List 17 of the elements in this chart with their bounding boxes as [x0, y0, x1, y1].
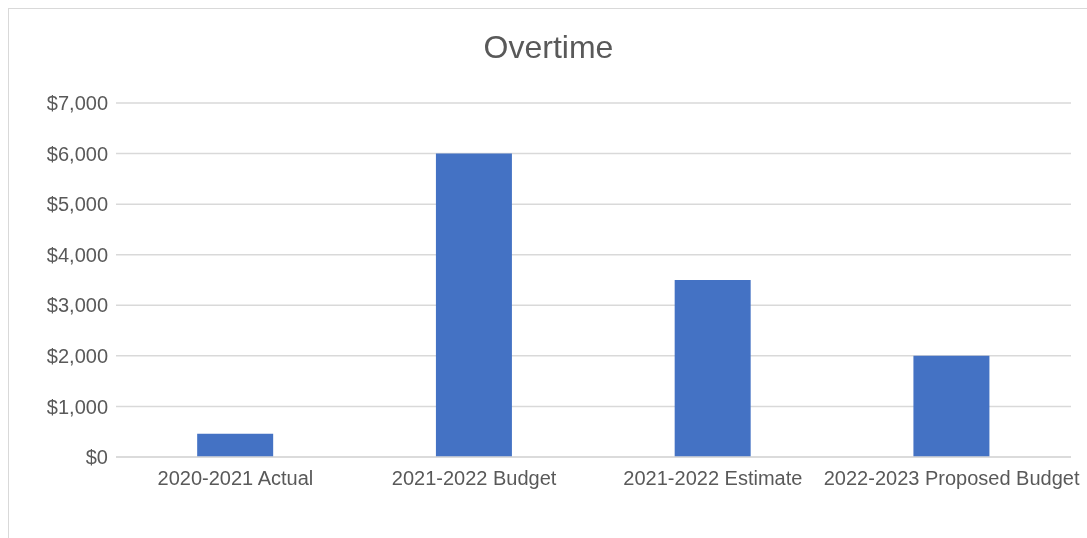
- y-tick-label: $1,000: [46, 395, 108, 418]
- bar: [197, 433, 274, 457]
- y-tick-label: $3,000: [46, 294, 108, 317]
- y-tick-label: $7,000: [46, 92, 108, 115]
- y-tick-label: $0: [85, 446, 108, 469]
- y-tick-label: $4,000: [46, 243, 108, 266]
- x-tick-label: 2021-2022 Budget: [391, 467, 557, 490]
- y-tick-label: $2,000: [46, 344, 108, 367]
- bar: [913, 355, 990, 457]
- chart-title: Overtime: [482, 29, 615, 66]
- bar: [435, 153, 512, 457]
- x-tick-label: 2022-2023 Proposed Budget: [823, 467, 1080, 490]
- y-tick-label: $6,000: [46, 142, 108, 165]
- bar: [674, 280, 751, 457]
- x-tick-label: 2020-2021 Actual: [157, 467, 314, 490]
- y-tick-label: $5,000: [46, 193, 108, 216]
- x-tick-label: 2021-2022 Estimate: [623, 467, 803, 490]
